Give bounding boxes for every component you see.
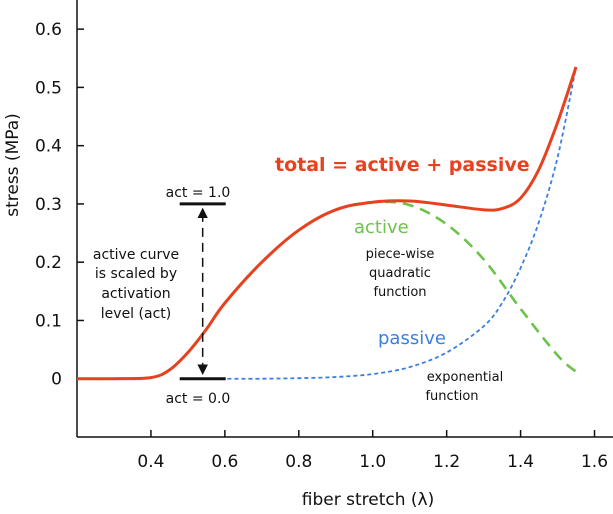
- total-series-line: [76, 66, 578, 381]
- x-tick-label: 1.6: [581, 452, 608, 472]
- passive-function-line-2: function: [425, 389, 478, 404]
- y-axis-title: stress (MPa): [3, 113, 23, 217]
- active-function-line-2: quadratic: [369, 266, 431, 281]
- active-function-line-3: function: [373, 285, 426, 300]
- x-tick-label: 1.4: [507, 452, 534, 472]
- x-tick-label: 0.6: [211, 452, 238, 472]
- active-function-line-1: piece-wise: [366, 247, 435, 262]
- active-label: active: [354, 217, 409, 238]
- x-tick-label: 0.4: [137, 452, 164, 472]
- active-series-line: [76, 200, 577, 381]
- y-tick-label: 0.1: [35, 311, 62, 331]
- x-tick-label: 1.0: [359, 452, 386, 472]
- passive-series-line: [206, 66, 577, 380]
- y-tick-label: 0.2: [35, 253, 62, 273]
- scaling-note-line-1: active curve: [93, 247, 179, 263]
- scaling-note-line-2: is scaled by: [95, 266, 177, 282]
- y-tick-label: 0.4: [35, 137, 62, 157]
- passive-function-line-1: exponential: [427, 370, 503, 385]
- x-ticks: 0.4 0.6 0.8 1.0 1.2 1.4 1.6: [137, 430, 608, 472]
- x-tick-label: 0.8: [285, 452, 312, 472]
- passive-label: passive: [378, 328, 446, 349]
- x-tick-label: 1.2: [433, 452, 460, 472]
- y-tick-label: 0.5: [35, 78, 62, 98]
- scaling-note-line-3: activation: [101, 286, 170, 302]
- y-tick-label: 0.6: [35, 20, 62, 40]
- scaling-note-line-4: level (act): [101, 306, 171, 322]
- total-label: total = active + passive: [275, 154, 530, 176]
- act-low-label: act = 0.0: [166, 391, 231, 407]
- x-axis-title: fiber stretch (λ): [302, 490, 434, 510]
- y-tick-label: 0.3: [35, 195, 62, 215]
- y-tick-label: 0: [51, 370, 62, 390]
- y-ticks: 0 0.1 0.2 0.3 0.4 0.5 0.6: [35, 20, 84, 390]
- act-high-label: act = 1.0: [166, 185, 231, 201]
